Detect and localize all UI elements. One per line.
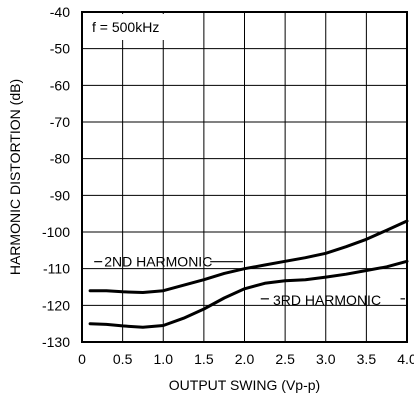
y-tick-label: -90: [50, 187, 70, 203]
y-tick-label: -60: [50, 77, 70, 93]
series-line-1: [88, 219, 409, 294]
plot-frame: [81, 11, 408, 343]
x-tick-label: 1.5: [194, 351, 214, 367]
condition-label-bg: [84, 14, 170, 40]
condition-label: f = 500kHz: [92, 19, 159, 35]
y-tick-labels: -40 -50 -60 -70 -80 -90 -100 -110 -120 -130: [42, 4, 70, 350]
annotations: f = 500kHz 2ND HARMONIC 3RD HARMONIC: [84, 14, 405, 308]
x-tick-label: 1.0: [154, 351, 174, 367]
y-axis-label: HARMONIC DISTORTION (dB): [7, 79, 23, 275]
series-label-2nd: 2ND HARMONIC: [104, 254, 212, 270]
x-tick-label: 2.5: [275, 351, 295, 367]
y-tick-label: -40: [50, 4, 70, 20]
y-tick-label: -130: [42, 334, 70, 350]
series-label-3rd: 3RD HARMONIC: [273, 292, 381, 308]
y-tick-label: -50: [50, 41, 70, 57]
series-group: [88, 219, 409, 329]
y-tick-label: -120: [42, 297, 70, 313]
x-tick-label: 0.5: [113, 351, 133, 367]
x-tick-label: 3.5: [357, 351, 377, 367]
y-tick-label: -80: [50, 151, 70, 167]
y-tick-label: -110: [43, 261, 70, 277]
series-line-2: [88, 259, 409, 329]
x-tick-label: 0: [78, 351, 86, 367]
x-tick-label: 3.0: [316, 351, 336, 367]
x-axis-label: OUTPUT SWING (Vp-p): [169, 377, 320, 393]
x-tick-label: 2.0: [235, 351, 255, 367]
y-tick-label: -100: [42, 224, 70, 240]
y-tick-label: -70: [50, 114, 70, 130]
x-tick-label: 4.0: [397, 351, 414, 367]
x-tick-labels: 0 0.5 1.0 1.5 2.0 2.5 3.0 3.5 4.0: [78, 351, 414, 367]
